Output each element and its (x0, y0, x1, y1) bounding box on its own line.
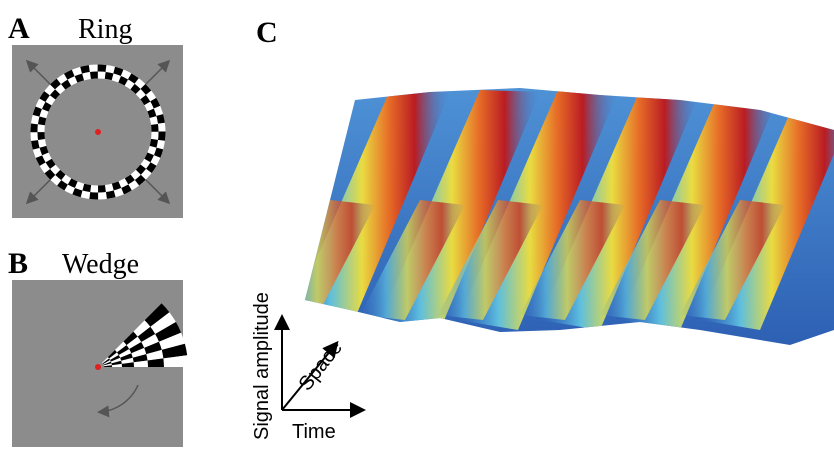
wedge-check (155, 322, 182, 342)
wedge-check (161, 343, 188, 359)
wedge-check (131, 347, 147, 358)
signal-surface (305, 88, 834, 345)
wedge-check (144, 303, 170, 327)
wedge-check (133, 360, 149, 367)
axis-arrow (281, 340, 339, 411)
axis-label: Signal amplitude (251, 292, 273, 440)
wedge-check (123, 331, 138, 346)
wedge-check (159, 332, 185, 350)
wedge-check (146, 349, 164, 361)
panel-title: Ring (78, 14, 132, 45)
panel-letter: B (8, 247, 28, 280)
wedge-check (109, 352, 119, 360)
ridge-lower (600, 200, 705, 320)
wedge-check (132, 354, 148, 363)
rotation-arrow (97, 384, 139, 418)
wedge-check (110, 355, 121, 362)
wedge-check (102, 357, 110, 364)
wedge-check (137, 326, 156, 342)
wedge-check (103, 360, 111, 365)
wedge-check (103, 361, 112, 366)
wedge-check (103, 363, 112, 367)
wedge-check (110, 357, 122, 364)
wedge-check (121, 362, 135, 367)
wedge-check (163, 355, 188, 367)
wedge-check (111, 360, 122, 366)
fixation-dot (95, 129, 101, 135)
wedge-check (118, 349, 132, 358)
wedge-check (120, 353, 133, 361)
ridge-lower (680, 200, 785, 320)
axis-label: Time (292, 421, 336, 443)
wedge-check (126, 336, 142, 349)
wedge-check (111, 363, 122, 367)
wedge-check (150, 312, 176, 334)
ridge-lower (520, 200, 625, 320)
ridge-lower (305, 200, 375, 320)
wedge-check (141, 334, 159, 348)
wedge-check (147, 358, 164, 367)
wedge-check (103, 365, 113, 367)
wedge-check (107, 350, 117, 359)
wedge-check (133, 320, 151, 337)
panel-title: Wedge (62, 249, 139, 280)
ring-inner-check (37, 71, 159, 193)
fixation-dot (95, 364, 101, 370)
ridge-lower (438, 200, 543, 320)
wedge-check (144, 341, 162, 355)
wedge-check (129, 342, 145, 354)
ring-outer-check (30, 64, 166, 200)
panel-letter: C (256, 16, 278, 49)
wedge-check (102, 358, 111, 364)
panel-letter: A (8, 12, 30, 45)
ridge-lower (360, 200, 465, 320)
wedge (102, 303, 188, 367)
wedge-check (117, 345, 130, 355)
axis-label: Space (295, 337, 347, 395)
wedge-check (121, 357, 134, 364)
wedge-check (115, 341, 127, 353)
expansion-arrows (25, 59, 171, 205)
